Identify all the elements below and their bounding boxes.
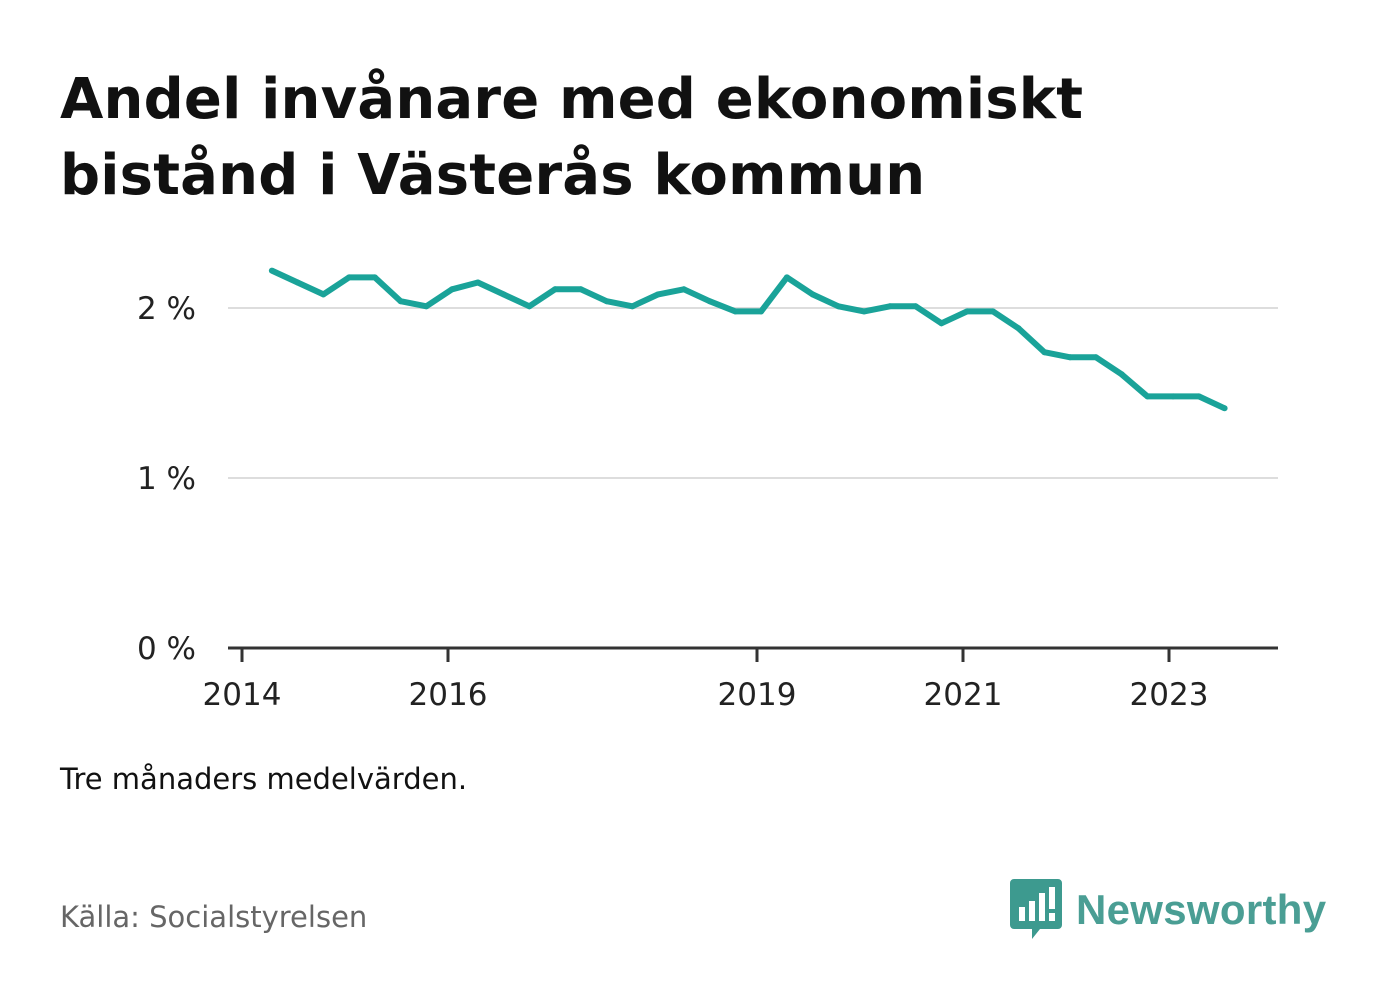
data-point [1041,349,1048,356]
y-tick-label: 1 % [137,461,196,497]
data-point [629,303,636,310]
data-point [603,298,610,305]
data-point [449,286,456,293]
data-point [912,303,919,310]
data-point [938,320,945,327]
data-point [1170,393,1177,400]
brand-logo: Newsworthy [1010,878,1326,942]
data-point [577,286,584,293]
data-point [655,291,662,298]
data-point [758,308,765,315]
data-point [500,291,507,298]
data-point [809,291,816,298]
brand-name: Newsworthy [1076,886,1327,933]
chart-note: Tre månaders medelvärden. [60,762,468,796]
data-point [371,274,378,281]
y-tick-label: 0 % [137,631,196,667]
data-point [1092,354,1099,361]
series-line [270,267,1226,412]
x-tick-label: 2014 [203,677,282,713]
data-point [1015,325,1022,332]
source-credit: Källa: Socialstyrelsen [60,900,368,934]
data-point [706,298,713,305]
x-tick-label: 2016 [409,677,488,713]
data-point [346,274,353,281]
data-point [474,279,481,286]
x-tick-label: 2023 [1130,677,1209,713]
y-tick-label: 2 % [137,291,196,327]
y-axis-ticks: 0 % 1 % 2 % [137,291,196,667]
series-layer [268,267,1228,412]
data-point [423,303,430,310]
data-point [835,303,842,310]
data-point [989,308,996,315]
data-point [1118,371,1125,378]
chart-title: Andel invånare med ekonomiskt bistånd i … [60,67,1084,208]
data-point [1195,393,1202,400]
x-tick-label: 2021 [924,677,1003,713]
data-point [294,279,301,286]
data-point [886,303,893,310]
data-point [1144,393,1151,400]
x-tick-label: 2019 [718,677,797,713]
data-point [397,298,404,305]
data-point [320,291,327,298]
data-point [732,308,739,315]
data-point [964,308,971,315]
data-point [268,267,275,274]
data-point [1067,354,1074,361]
data-point [526,303,533,310]
data-point [861,308,868,315]
x-axis-ticks: 2014 2016 2019 2021 2023 [203,648,1209,713]
data-point [1221,405,1228,412]
data-point [783,274,790,281]
chat-bars-icon [1010,879,1062,939]
line-chart: 0 % 1 % 2 % 2014 2016 2019 2021 2023 [137,267,1278,713]
data-point [680,286,687,293]
data-point [552,286,559,293]
grid-layer [228,307,1278,479]
